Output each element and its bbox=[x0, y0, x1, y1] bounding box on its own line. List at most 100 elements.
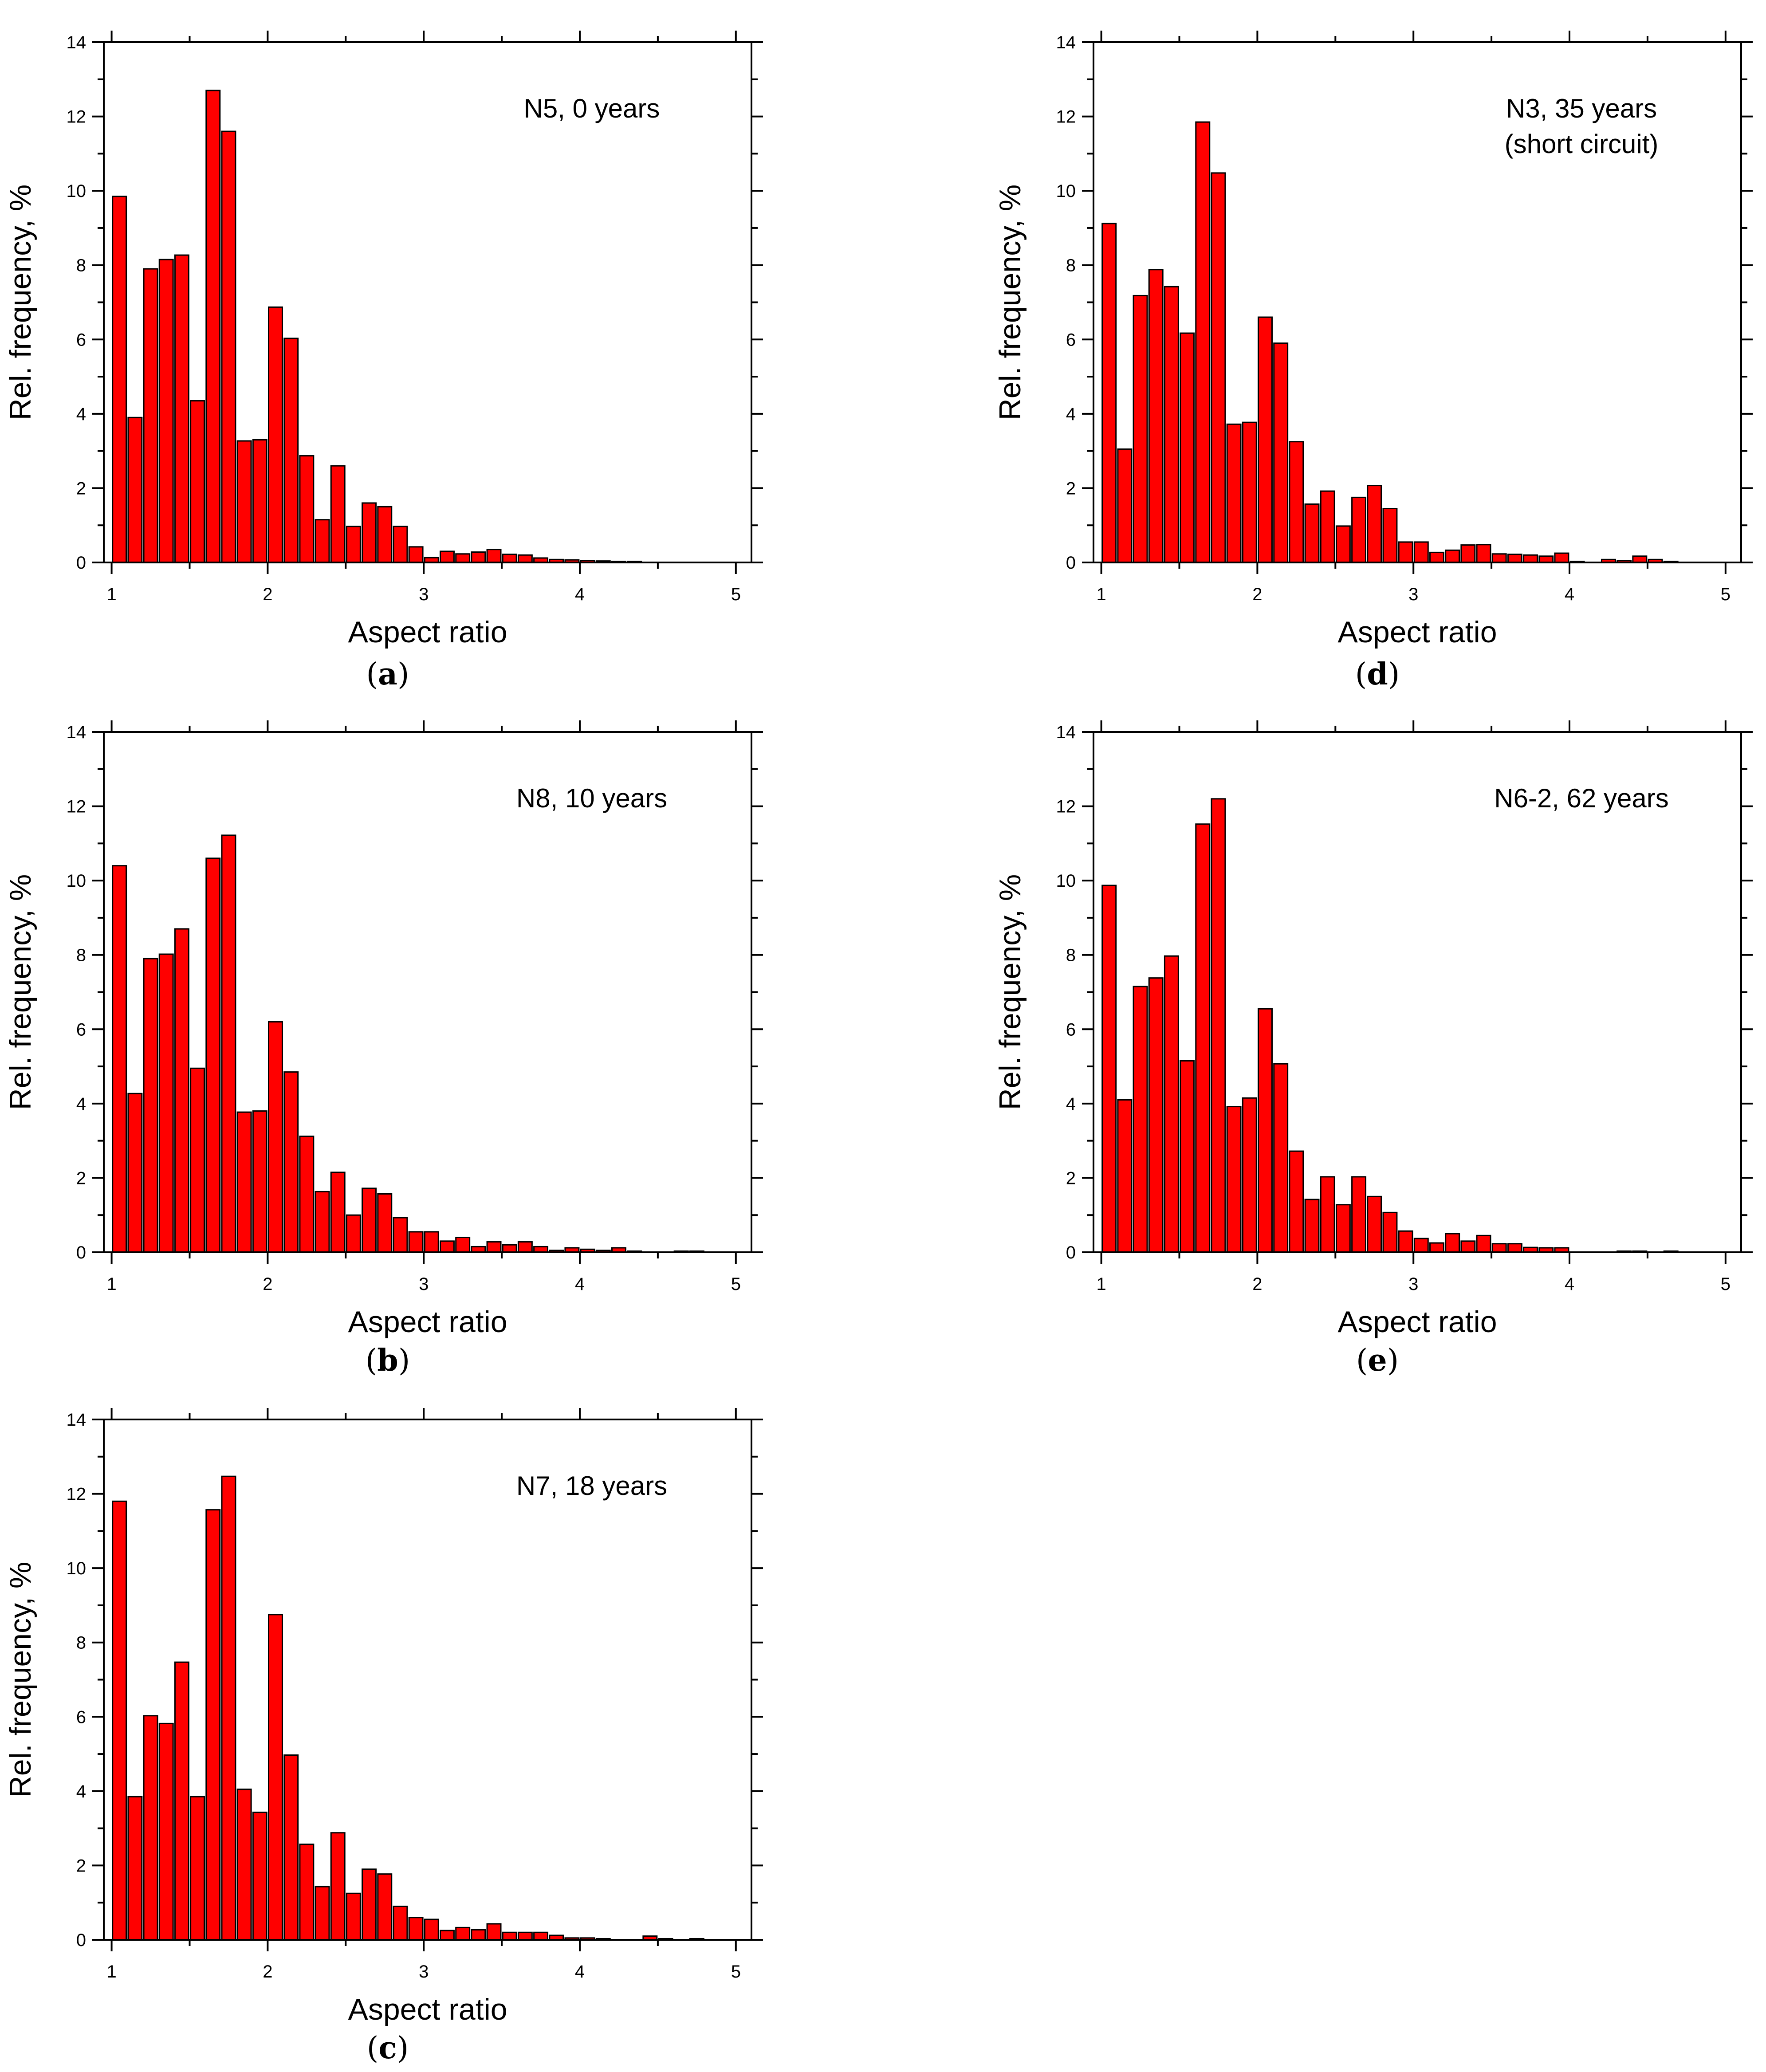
x-tick-label: 2 bbox=[1252, 585, 1262, 604]
bar bbox=[1304, 503, 1320, 563]
y-tick-label: 2 bbox=[76, 479, 86, 498]
bar bbox=[408, 1231, 424, 1253]
bar bbox=[143, 1715, 158, 1941]
bar bbox=[377, 1193, 393, 1253]
bar bbox=[486, 549, 502, 563]
bar bbox=[1507, 554, 1522, 563]
bar bbox=[1413, 541, 1429, 563]
bar bbox=[315, 1886, 330, 1941]
annotation-text: (short circuit) bbox=[1505, 129, 1659, 159]
bar bbox=[143, 958, 158, 1253]
x-axis-title: Aspect ratio bbox=[1337, 1305, 1497, 1339]
y-tick-label: 6 bbox=[76, 1707, 86, 1727]
bar bbox=[1258, 1008, 1273, 1253]
bar bbox=[1382, 508, 1398, 563]
bar bbox=[1460, 544, 1476, 563]
bar bbox=[1133, 295, 1148, 563]
bar bbox=[127, 1796, 143, 1941]
x-tick-label: 2 bbox=[263, 585, 272, 604]
annotation-text: N8, 10 years bbox=[516, 783, 667, 813]
bar bbox=[1491, 1243, 1507, 1253]
bar bbox=[299, 1136, 315, 1253]
x-tick-label: 4 bbox=[1565, 1274, 1574, 1294]
bar bbox=[127, 1093, 143, 1253]
panel-label-letter: d bbox=[1367, 657, 1388, 692]
x-tick-label: 2 bbox=[263, 1962, 272, 1982]
bar bbox=[1133, 986, 1148, 1253]
bar bbox=[190, 1067, 205, 1253]
x-tick-label: 4 bbox=[575, 585, 585, 604]
y-tick-label: 4 bbox=[76, 405, 86, 424]
x-tick-label: 5 bbox=[1721, 585, 1731, 604]
bar bbox=[1413, 1238, 1429, 1253]
bar bbox=[1304, 1199, 1320, 1253]
x-tick-label: 5 bbox=[731, 585, 741, 604]
y-axis-title: Rel. frequency, % bbox=[4, 1562, 37, 1798]
bar bbox=[1554, 552, 1569, 563]
y-tick-label: 14 bbox=[67, 33, 87, 52]
bar bbox=[268, 306, 283, 563]
bar bbox=[362, 1187, 377, 1253]
bar bbox=[346, 1892, 361, 1941]
bar bbox=[471, 551, 486, 563]
bar bbox=[174, 254, 189, 563]
y-tick-label: 6 bbox=[76, 1020, 86, 1039]
x-tick-label: 1 bbox=[106, 585, 116, 604]
bar bbox=[1476, 1235, 1491, 1253]
bar bbox=[439, 1240, 455, 1253]
bar bbox=[1382, 1211, 1398, 1253]
bar bbox=[486, 1923, 502, 1941]
x-tick-label: 3 bbox=[419, 585, 429, 604]
bar bbox=[1351, 1176, 1367, 1253]
panel-label: (b) bbox=[366, 1343, 410, 1378]
x-tick-label: 1 bbox=[1096, 585, 1106, 604]
y-tick-label: 0 bbox=[1066, 553, 1076, 573]
annotation-text: N5, 0 years bbox=[524, 94, 660, 123]
x-tick-label: 1 bbox=[106, 1274, 116, 1294]
bar bbox=[1148, 977, 1164, 1253]
bar bbox=[299, 1844, 315, 1941]
panel-label-letter: e bbox=[1368, 1343, 1387, 1378]
y-tick-label: 4 bbox=[1066, 1094, 1076, 1114]
bar bbox=[1273, 1063, 1289, 1253]
y-axis-title: Rel. frequency, % bbox=[993, 874, 1027, 1110]
bar bbox=[1367, 1195, 1382, 1253]
bar bbox=[268, 1021, 283, 1253]
bar bbox=[1180, 1060, 1195, 1253]
bar bbox=[330, 1832, 346, 1941]
bar bbox=[1101, 885, 1117, 1253]
bar bbox=[127, 417, 143, 563]
bar bbox=[393, 1906, 408, 1941]
y-tick-label: 2 bbox=[1066, 479, 1076, 498]
bar bbox=[1195, 121, 1211, 563]
bar bbox=[1226, 1106, 1242, 1253]
y-tick-label: 10 bbox=[67, 181, 87, 201]
bar bbox=[393, 1217, 408, 1253]
bar bbox=[533, 1931, 549, 1941]
y-tick-label: 6 bbox=[76, 330, 86, 350]
y-tick-label: 0 bbox=[76, 1243, 86, 1262]
y-tick-label: 12 bbox=[67, 797, 87, 817]
y-tick-label: 10 bbox=[67, 1559, 87, 1578]
bar bbox=[455, 553, 471, 563]
y-tick-label: 8 bbox=[76, 1633, 86, 1653]
bar bbox=[362, 502, 377, 563]
bar bbox=[283, 1071, 299, 1253]
panel-label: (d) bbox=[1355, 657, 1400, 692]
x-tick-label: 3 bbox=[1408, 585, 1418, 604]
bar bbox=[471, 1929, 486, 1941]
bar bbox=[439, 1930, 455, 1941]
y-tick-label: 12 bbox=[67, 107, 87, 127]
x-tick-label: 3 bbox=[419, 1274, 429, 1294]
y-tick-label: 8 bbox=[1066, 256, 1076, 275]
bar bbox=[330, 465, 346, 563]
bar bbox=[268, 1614, 283, 1941]
x-tick-label: 5 bbox=[731, 1274, 741, 1294]
bar bbox=[190, 1796, 205, 1941]
bar bbox=[1445, 1233, 1460, 1253]
x-tick-label: 4 bbox=[575, 1274, 585, 1294]
